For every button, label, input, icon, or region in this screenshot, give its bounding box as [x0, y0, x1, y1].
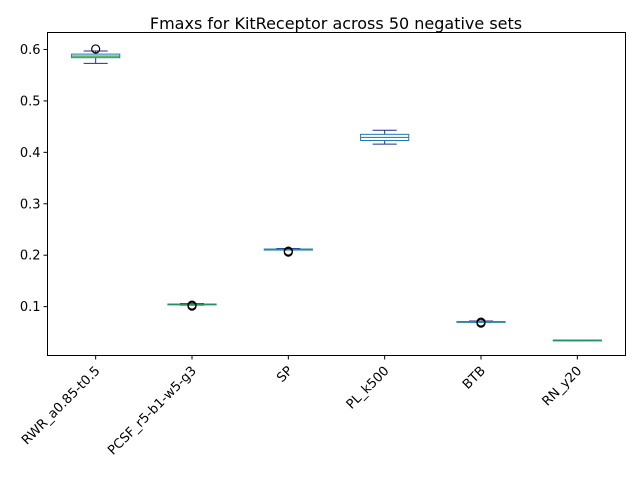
- y-tick-label: 0.1: [20, 300, 41, 315]
- x-tick-label: SP: [274, 364, 296, 386]
- y-tick-label: 0.5: [20, 94, 41, 109]
- box-group: [552, 339, 602, 342]
- plot-area: [71, 44, 602, 342]
- box-group: [456, 317, 506, 328]
- chart-title: Fmaxs for KitReceptor across 50 negative…: [150, 14, 522, 33]
- box-group: [167, 300, 217, 311]
- x-tick-label: PCSF_r5-b1-w5-g3: [105, 364, 200, 459]
- y-tick-label: 0.3: [20, 197, 41, 212]
- outlier-point: [476, 317, 486, 327]
- y-axis: 0.1 0.2 0.3 0.4 0.5 0.6: [20, 43, 48, 315]
- y-tick-label: 0.4: [20, 146, 41, 161]
- x-tick-label: BTB: [460, 364, 489, 393]
- x-axis: RWR_a0.85-t0.5 PCSF_r5-b1-w5-g3 SP PL_k500 B…: [19, 355, 586, 459]
- outlier-point: [283, 246, 293, 256]
- y-tick-label: 0.6: [20, 43, 41, 58]
- outlier-point: [91, 44, 101, 54]
- x-tick-label: PL_k500: [344, 364, 393, 413]
- axes-frame: [47, 32, 626, 356]
- x-tick-label: RN_y20: [540, 364, 586, 410]
- outlier-point: [187, 300, 197, 310]
- x-tick-label: RWR_a0.85-t0.5: [19, 364, 103, 448]
- box-group: [263, 246, 313, 257]
- box-group: [360, 129, 410, 145]
- y-tick-label: 0.2: [20, 249, 41, 264]
- box-group: [71, 44, 121, 64]
